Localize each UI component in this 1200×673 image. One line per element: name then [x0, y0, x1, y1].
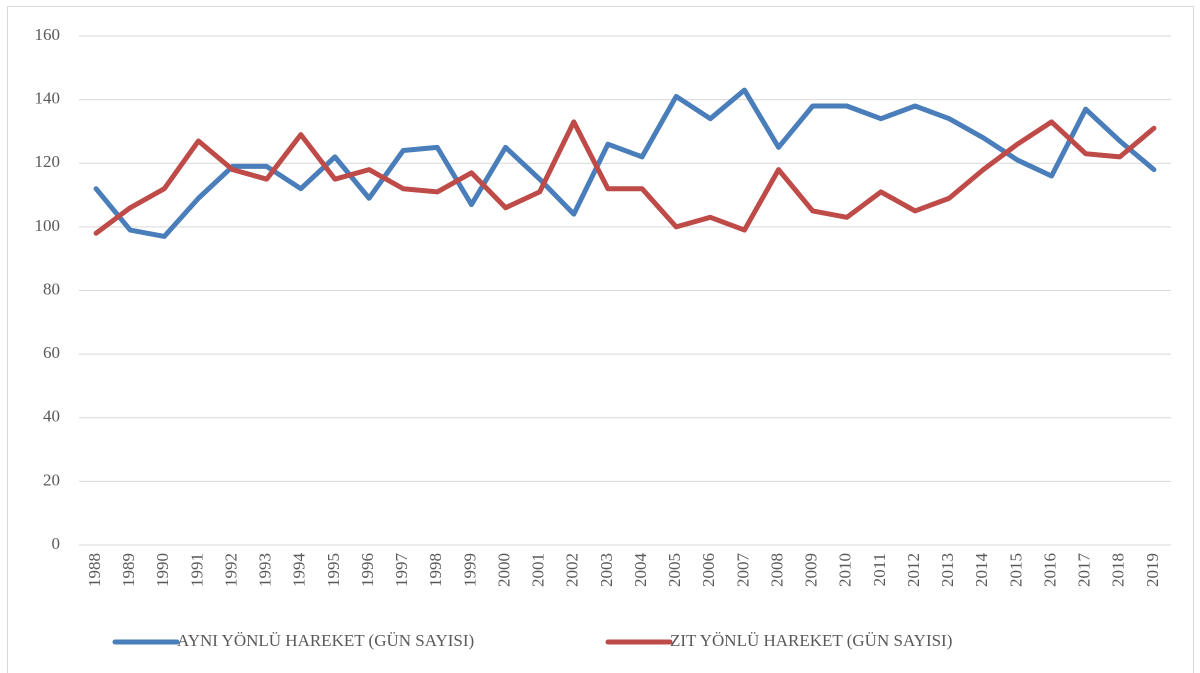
chart-frame: [7, 6, 1194, 673]
y-tick-label: 60: [43, 343, 60, 362]
legend-label: AYNI YÖNLÜ HAREKET (GÜN SAYISI): [177, 631, 474, 650]
x-tick-label: 2009: [802, 553, 821, 587]
y-tick-label: 20: [43, 470, 60, 489]
x-tick-label: 2012: [904, 553, 923, 587]
x-tick-label: 1988: [85, 553, 104, 587]
x-tick-label: 1991: [187, 553, 206, 587]
x-tick-label: 1998: [426, 553, 445, 587]
x-tick-label: 2015: [1006, 553, 1025, 587]
x-tick-label: 2003: [597, 553, 616, 587]
series-line: [93, 119, 1157, 236]
x-tick-label: 2000: [494, 553, 513, 587]
x-tick-label: 1995: [324, 553, 343, 587]
x-tick-label: 2019: [1143, 553, 1162, 587]
x-tick-label: 2006: [699, 553, 718, 587]
y-tick-label: 160: [35, 25, 61, 44]
x-tick-label: 1999: [460, 553, 479, 587]
x-tick-label: 2018: [1109, 553, 1128, 587]
legend-label: ZIT YÖNLÜ HAREKET (GÜN SAYISI): [670, 631, 952, 650]
x-tick-label: 1992: [221, 553, 240, 587]
x-tick-label: 2014: [972, 553, 991, 588]
x-tick-label: 2002: [563, 553, 582, 587]
x-tick-label: 2017: [1075, 553, 1094, 588]
x-tick-label: 1990: [153, 553, 172, 587]
y-tick-label: 80: [43, 279, 60, 298]
y-tick-label: 140: [35, 89, 61, 108]
x-tick-label: 2005: [665, 553, 684, 587]
x-tick-label: 1996: [358, 553, 377, 587]
x-tick-label: 2007: [733, 553, 752, 588]
x-tick-label: 2010: [836, 553, 855, 587]
x-tick-label: 1994: [290, 553, 309, 588]
x-tick-label: 2016: [1040, 553, 1059, 587]
x-tick-label: 2004: [631, 553, 650, 588]
y-tick-label: 40: [43, 407, 60, 426]
x-tick-label: 2013: [938, 553, 957, 587]
x-tick-label: 1993: [256, 553, 275, 587]
y-tick-label: 120: [35, 152, 61, 171]
x-tick-label: 2001: [529, 553, 548, 587]
x-tick-label: 1989: [119, 553, 138, 587]
x-tick-label: 1997: [392, 553, 411, 588]
y-tick-label: 0: [52, 534, 61, 553]
x-tick-label: 2008: [767, 553, 786, 587]
x-tick-label: 2011: [870, 553, 889, 586]
y-tick-label: 100: [35, 216, 61, 235]
